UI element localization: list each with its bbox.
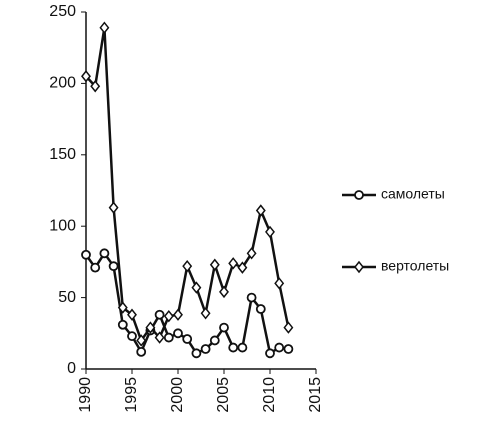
marker [154,309,165,320]
marker [265,225,275,239]
marker [99,248,110,259]
marker [191,281,202,294]
marker [163,332,174,343]
marker [265,348,275,359]
legend-label: вертолеты [381,258,449,274]
y-tick-label: 0 [67,360,76,377]
marker [81,70,91,83]
marker [255,204,266,217]
marker [81,249,91,260]
marker [237,342,248,353]
marker [219,322,229,333]
marker [274,277,285,290]
marker [228,342,239,353]
marker [354,190,364,200]
marker [219,285,229,299]
marker [354,260,364,274]
x-tick-label: 2000 [169,377,186,413]
marker [117,301,128,314]
marker [228,257,239,270]
x-tick-label: 2015 [307,377,324,413]
marker [173,328,183,339]
marker [200,307,211,320]
marker [209,258,220,271]
marker [173,308,183,321]
marker [200,344,211,354]
marker [136,346,147,357]
marker [108,261,119,272]
marker [90,262,101,273]
marker [274,342,285,353]
marker [283,321,294,334]
marker [246,247,257,260]
y-tick-label: 100 [49,217,76,234]
y-tick-label: 200 [49,75,76,92]
marker [127,331,137,342]
series-line [85,27,290,344]
marker [191,348,202,359]
legend-entry: самолеты [342,186,445,202]
marker [182,259,193,273]
legend-entry: вертолеты [342,258,449,274]
x-tick-label: 2010 [261,377,278,413]
marker [99,21,110,34]
x-tick-label: 2005 [215,377,232,413]
marker [209,335,220,346]
marker [283,344,294,354]
marker [136,334,147,347]
marker [127,308,137,321]
marker [237,261,248,274]
marker [255,304,266,314]
marker [182,334,193,344]
marker [163,309,174,323]
marker [90,80,101,93]
marker [117,319,128,330]
legend-label: самолеты [381,186,445,202]
y-tick-label: 250 [49,3,76,20]
marker [154,331,165,344]
x-tick-label: 1995 [123,377,140,413]
x-tick-label: 1990 [77,377,94,413]
marker [246,292,257,303]
y-tick-label: 150 [49,146,76,163]
marker [145,321,156,334]
y-tick-label: 50 [58,289,76,306]
marker [108,201,119,214]
